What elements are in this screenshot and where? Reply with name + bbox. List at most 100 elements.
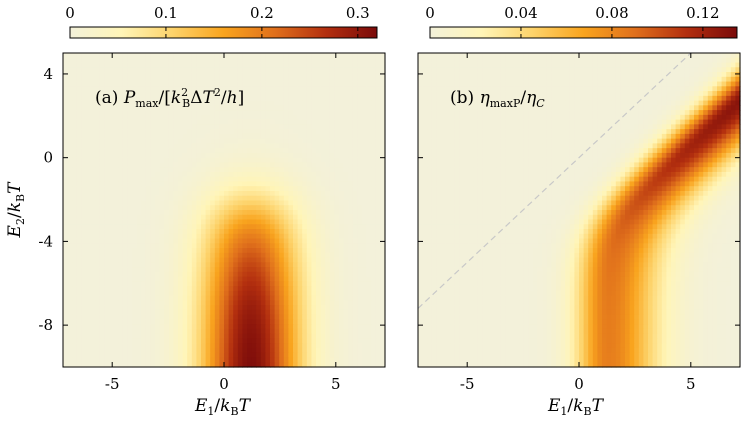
heatmap-cell [201, 290, 207, 297]
heatmap-cell [329, 271, 335, 278]
heatmap-cell [164, 347, 170, 354]
heatmap-cell [136, 133, 142, 140]
heatmap-cell [76, 114, 82, 121]
heatmap-cell [219, 105, 225, 111]
heatmap-cell [675, 53, 681, 59]
heatmap-cell [352, 219, 358, 225]
heatmap-cell [99, 238, 105, 244]
heatmap-cell [371, 324, 377, 330]
heatmap-cell [329, 214, 335, 221]
heatmap-cell [145, 186, 151, 192]
heatmap-cell [159, 248, 165, 254]
heatmap-cell [164, 53, 170, 59]
heatmap-cell [67, 200, 73, 206]
heatmap-cell [118, 281, 124, 287]
heatmap-cell [288, 362, 294, 368]
heatmap-cell [334, 233, 340, 240]
heatmap-cell [136, 200, 142, 206]
heatmap-cell [67, 186, 73, 192]
heatmap-cell [67, 95, 73, 102]
heatmap-cell [155, 53, 161, 59]
heatmap-cell [86, 133, 92, 140]
heatmap-cell [306, 224, 312, 230]
heatmap-cell [675, 67, 681, 73]
heatmap-cell [196, 357, 202, 363]
heatmap-cell [122, 57, 128, 64]
heatmap-cell [72, 157, 78, 164]
heatmap-cell [127, 53, 133, 59]
heatmap-cell [113, 105, 119, 111]
heatmap-cell [712, 62, 718, 68]
heatmap-cell [283, 67, 289, 73]
heatmap-cell [288, 352, 294, 359]
heatmap-cell [329, 224, 335, 230]
heatmap-cell [329, 100, 335, 106]
heatmap-cell [219, 157, 225, 164]
heatmap-cell [380, 181, 386, 187]
heatmap-cell [306, 276, 312, 282]
heatmap-cell [366, 62, 372, 68]
heatmap-cell [735, 62, 741, 68]
heatmap-cell [205, 295, 211, 301]
heatmap-cell [81, 100, 87, 106]
heatmap-cell [311, 124, 317, 130]
heatmap-cell [109, 305, 115, 311]
heatmap-cell [141, 72, 147, 78]
heatmap-cell [76, 95, 82, 102]
heatmap-cell [556, 53, 562, 59]
heatmap-cell [348, 295, 354, 301]
heatmap-cell [251, 119, 257, 125]
heatmap-cell [90, 157, 96, 164]
heatmap-cell [86, 262, 92, 268]
heatmap-cell [136, 186, 142, 192]
heatmap-cell [164, 186, 170, 192]
heatmap-cell [297, 110, 303, 116]
heatmap-cell [306, 319, 312, 325]
heatmap-cell [214, 200, 220, 206]
heatmap-cell [357, 347, 363, 354]
heatmap-cell [283, 219, 289, 225]
heatmap-cell [159, 200, 165, 206]
heatmap-cell [187, 286, 193, 292]
heatmap-cell [159, 281, 165, 287]
heatmap-cell [441, 72, 447, 78]
heatmap-cell [118, 200, 124, 206]
heatmap-cell [196, 67, 202, 73]
heatmap-cell [150, 91, 156, 97]
heatmap-cell [375, 152, 381, 159]
heatmap-cell [343, 333, 349, 340]
heatmap-cell [132, 114, 138, 121]
heatmap-cell [72, 100, 78, 106]
heatmap-cell [274, 243, 280, 249]
heatmap-cell [334, 76, 340, 83]
heatmap-cell [251, 214, 257, 221]
heatmap-cell [362, 105, 368, 111]
heatmap-cell [205, 124, 211, 130]
heatmap-cell [141, 357, 147, 363]
heatmap-cell [251, 281, 257, 287]
heatmap-cell [182, 91, 188, 97]
heatmap-cell [228, 186, 234, 192]
heatmap-cell [325, 91, 331, 97]
heatmap-cell [270, 352, 276, 359]
heatmap-cell [127, 114, 133, 121]
heatmap-cell [118, 252, 124, 259]
heatmap-cell [546, 72, 552, 78]
heatmap-cell [132, 86, 138, 92]
heatmap-cell [178, 309, 184, 316]
heatmap-cell [76, 229, 82, 235]
heatmap-cell [237, 157, 243, 164]
heatmap-cell [72, 309, 78, 316]
heatmap-cell [155, 195, 161, 202]
heatmap-cell [334, 186, 340, 192]
heatmap-cell [104, 81, 110, 87]
heatmap-cell [380, 343, 386, 349]
heatmap-cell [191, 300, 197, 306]
heatmap-cell [260, 200, 266, 206]
heatmap-cell [247, 205, 253, 211]
heatmap-cell [260, 81, 266, 87]
heatmap-cell [371, 309, 377, 316]
heatmap-cell [141, 238, 147, 244]
heatmap-cell [329, 148, 335, 154]
heatmap-cell [132, 57, 138, 64]
